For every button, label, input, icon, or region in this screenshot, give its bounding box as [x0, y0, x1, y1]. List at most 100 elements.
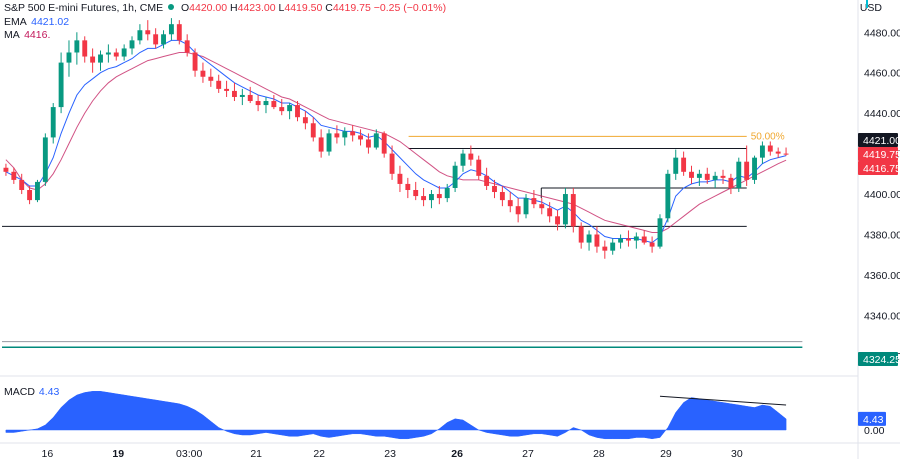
candle-body [610, 242, 616, 251]
price-tick-label: 4360.00 [864, 270, 900, 282]
candle-body [397, 173, 403, 184]
ma-line [5, 52, 787, 233]
candle-body [271, 101, 277, 108]
macd-divergence-line [659, 395, 787, 406]
fib-level-label: 50.00% [751, 131, 785, 142]
candle-body [626, 238, 631, 241]
candle-body [318, 137, 324, 152]
candle-body [736, 161, 742, 188]
candle-body [681, 157, 687, 172]
candle-body [334, 133, 340, 138]
price-tick-label: 4380.00 [864, 229, 900, 241]
candle-body [633, 236, 639, 241]
symbol-title: S&P 500 E-mini Futures, 1h, CME [4, 2, 164, 14]
candle-body [11, 171, 17, 180]
price-badge [858, 352, 898, 366]
candle-body [3, 167, 9, 172]
candle-body [137, 30, 143, 41]
candle-body [783, 153, 789, 155]
candle-body [594, 234, 600, 247]
candles [3, 18, 789, 259]
candle-body [350, 131, 356, 136]
candle-body [665, 173, 671, 219]
price-badge [858, 161, 898, 175]
ema-value: 4421.02 [31, 16, 70, 28]
time-tick-label: 23 [384, 448, 396, 459]
ma-line-group [5, 52, 787, 233]
candle-body [507, 200, 513, 207]
ema-legend[interactable]: EMA 4421.02 [4, 16, 69, 28]
ema-line-group [5, 39, 787, 244]
low-value: 4419.50 [284, 2, 323, 14]
candle-body [50, 107, 56, 138]
candle-body [673, 157, 679, 174]
time-tick-label: 26 [451, 448, 463, 459]
price-badge [858, 133, 898, 147]
candle-body [712, 175, 718, 180]
candle-body [129, 40, 135, 49]
price-tick-label: 4400.00 [864, 189, 900, 201]
candle-body [452, 165, 458, 188]
candle-body [586, 234, 592, 243]
candle-body [444, 187, 450, 199]
candle-body [232, 90, 237, 97]
price-tick-label: 4440.00 [864, 108, 900, 120]
candle-body [515, 206, 521, 215]
price-badge-label: 4416.75 [863, 163, 900, 175]
candle-body [255, 101, 261, 106]
macd-area [5, 391, 787, 440]
ma-label: MA [4, 29, 20, 41]
candle-body [641, 236, 647, 243]
candle-body [689, 171, 694, 178]
candle-body [429, 194, 434, 201]
macd-pane [5, 391, 787, 440]
candle-body [405, 183, 411, 190]
macd-legend[interactable]: MACD 4.43 [4, 386, 59, 398]
candle-body [113, 52, 119, 57]
candle-body [460, 153, 466, 166]
candle-body [27, 190, 33, 201]
candle-body [484, 175, 490, 186]
candle-body [413, 190, 419, 197]
ma-legend[interactable]: MA 4416. [4, 29, 50, 41]
candle-body [570, 194, 576, 227]
scale-marker [866, 0, 868, 8]
candle-body [42, 137, 48, 182]
time-tick-label: 03:00 [176, 448, 202, 459]
time-tick-label: 28 [593, 448, 605, 459]
candle-body [555, 216, 560, 225]
candle-body [381, 133, 387, 154]
candle-body [153, 34, 159, 45]
candle-body [216, 80, 222, 89]
candle-body [19, 179, 25, 190]
change-value: −0.25 (−0.01%) [373, 2, 447, 14]
candle-body [531, 198, 537, 205]
high-value: 4423.00 [237, 2, 276, 14]
price-tick-label: 4480.00 [864, 27, 900, 39]
macd-badge [858, 411, 886, 426]
candle-body [35, 181, 40, 201]
candle-body [618, 238, 624, 243]
price-badges: 4421.00 4419.75 4416.75 4324.25 4.43 [858, 133, 900, 426]
price-tick-label: 4340.00 [864, 310, 900, 322]
candle-body [358, 135, 363, 140]
candle-body [287, 105, 293, 112]
candle-body [602, 246, 608, 251]
candle-body [476, 159, 482, 176]
ema-line [5, 39, 787, 244]
candle-body [373, 133, 379, 148]
candle-body [295, 105, 300, 118]
time-tick-label: 29 [660, 448, 672, 459]
candle-body [279, 107, 285, 112]
time-tick-label: 16 [41, 448, 53, 459]
candle-body [539, 204, 545, 209]
open-value: 4420.00 [189, 2, 228, 14]
candle-body [58, 62, 64, 108]
candle-body [547, 208, 553, 217]
candle-body [342, 131, 348, 138]
candle-body [239, 94, 245, 97]
price-badge-label: 4421.00 [863, 135, 900, 147]
ohlc-legend: S&P 500 E-mini Futures, 1h, CME O4420.00… [4, 2, 446, 14]
